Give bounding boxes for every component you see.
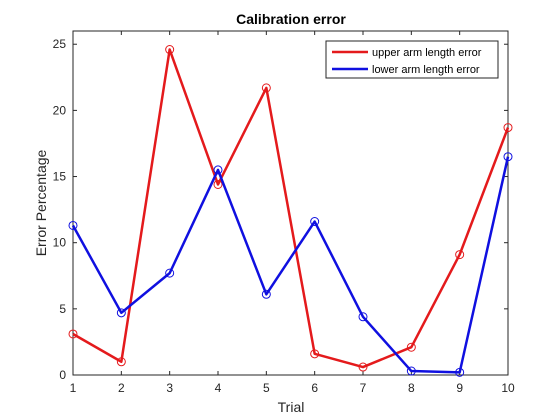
data-point	[358, 312, 368, 322]
series-upper-arm	[68, 45, 513, 372]
data-point	[116, 308, 126, 318]
data-point	[503, 152, 513, 162]
y-tick-label: 15	[53, 170, 67, 184]
data-point	[213, 165, 223, 175]
y-tick-label: 5	[59, 302, 66, 316]
series-line	[71, 156, 510, 374]
data-point	[455, 250, 465, 260]
x-tick-label: 6	[311, 381, 318, 395]
x-tick-label: 2	[118, 381, 125, 395]
data-point	[261, 289, 271, 299]
series-lower-arm	[68, 152, 513, 377]
data-point	[68, 329, 78, 339]
x-tick-label: 9	[456, 381, 463, 395]
legend-label: lower arm length error	[372, 64, 480, 76]
data-point	[406, 342, 416, 352]
data-point	[406, 366, 416, 376]
legend-box	[325, 40, 499, 79]
data-point	[165, 268, 175, 278]
data-point	[213, 179, 223, 189]
data-point	[358, 362, 368, 372]
x-axis: 1 2 3 4 5 6 7 8 9 10	[70, 31, 515, 395]
x-tick-label: 1	[70, 381, 77, 395]
x-tick-label: 3	[166, 381, 173, 395]
x-axis-label: Trial	[278, 399, 305, 415]
x-tick-label: 10	[501, 381, 515, 395]
x-tick-label: 8	[408, 381, 415, 395]
legend: upper arm length error lower arm length e…	[325, 40, 499, 79]
x-tick-label: 4	[215, 381, 222, 395]
data-point	[261, 83, 271, 93]
y-tick-label: 10	[53, 236, 67, 250]
x-tick-label: 5	[263, 381, 270, 395]
x-tick-label: 7	[360, 381, 367, 395]
plot-area	[72, 30, 509, 376]
data-point	[310, 217, 320, 227]
data-point	[68, 220, 78, 230]
series-layer	[68, 45, 513, 377]
legend-label: upper arm length error	[372, 47, 482, 59]
chart-title: Calibration error	[236, 11, 346, 27]
data-point	[116, 357, 126, 367]
y-axis: 0 5 10 15 20 25	[53, 37, 508, 382]
series-line	[72, 48, 510, 369]
y-tick-label: 0	[59, 368, 66, 382]
data-point	[310, 349, 320, 359]
y-axis-label: Error Percentage	[33, 149, 49, 256]
data-point	[165, 45, 175, 55]
y-tick-label: 20	[53, 103, 67, 117]
y-tick-label: 25	[53, 37, 67, 51]
data-point	[455, 367, 465, 377]
data-point	[503, 123, 513, 133]
